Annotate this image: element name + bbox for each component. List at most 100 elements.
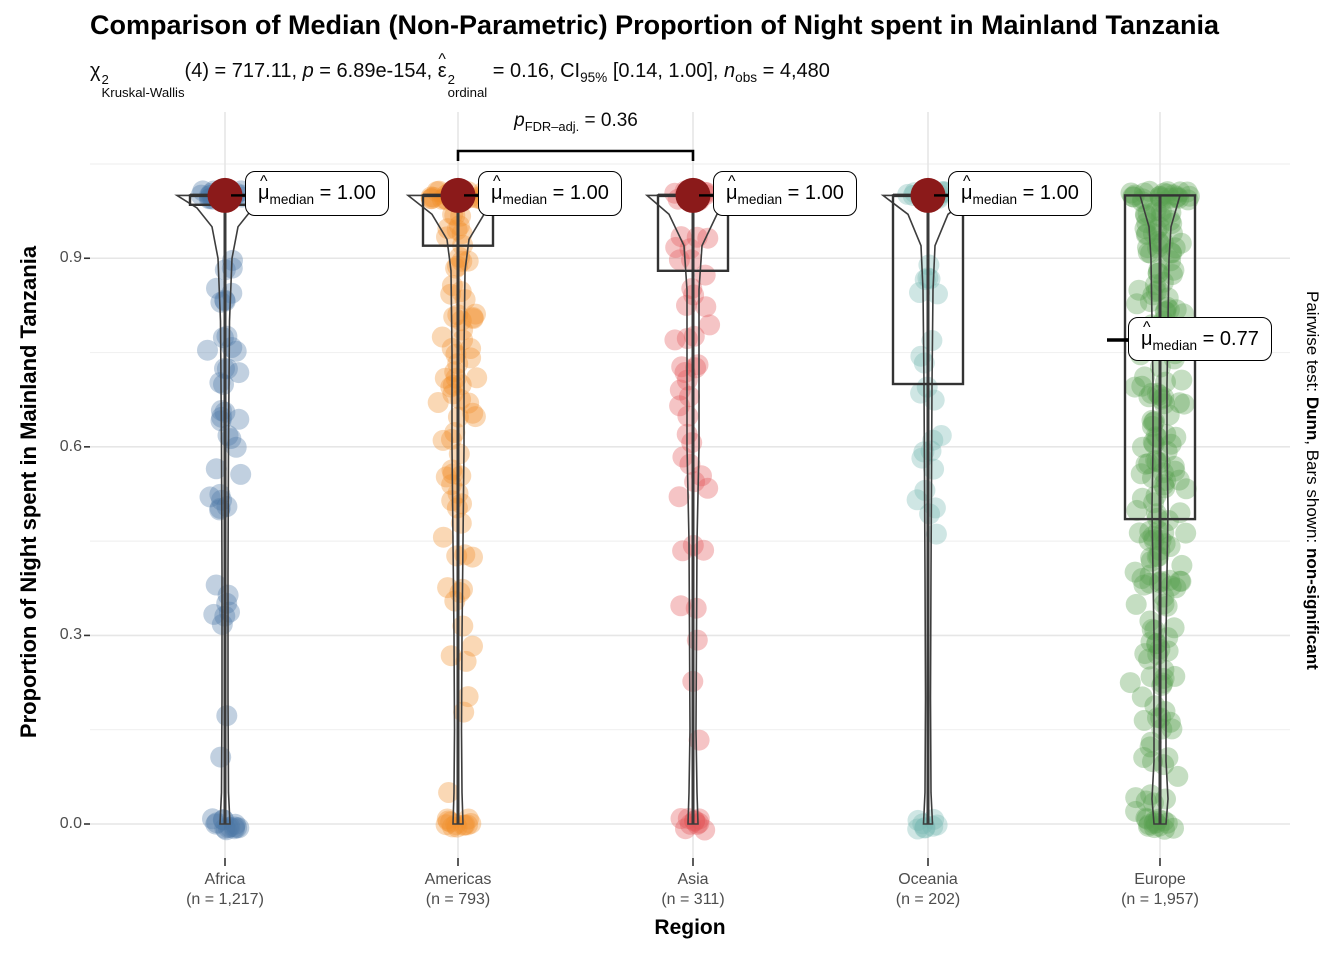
- jitter-point: [1163, 455, 1185, 477]
- jitter-point: [432, 429, 454, 451]
- jitter-point: [1147, 262, 1169, 284]
- jitter-point: [665, 236, 687, 258]
- jitter-point: [216, 325, 238, 347]
- jitter-point: [1151, 718, 1173, 740]
- jitter-point: [217, 817, 239, 839]
- jitter-point: [697, 227, 719, 249]
- jitter-point: [1140, 784, 1162, 806]
- jitter-point: [1132, 188, 1154, 210]
- jitter-point: [1158, 404, 1180, 426]
- jitter-point: [230, 463, 252, 485]
- jitter-point: [454, 544, 476, 566]
- jitter-point: [457, 250, 479, 272]
- jitter-point: [919, 268, 941, 290]
- jitter-point: [221, 282, 243, 304]
- jitter-point: [1139, 736, 1161, 758]
- jitter-point: [1159, 209, 1181, 231]
- jitter-point: [1139, 520, 1161, 542]
- jitter-point: [669, 379, 691, 401]
- jitter-point: [679, 453, 701, 475]
- jitter-point: [1138, 453, 1160, 474]
- jitter-point: [1146, 219, 1168, 241]
- jitter-point: [1164, 665, 1186, 687]
- jitter-point: [450, 374, 472, 396]
- jitter-point: [1146, 503, 1167, 525]
- jitter-point: [670, 595, 692, 617]
- median-value-label: ^ μmedian = 0.77: [1128, 316, 1272, 362]
- jitter-point: [450, 465, 472, 487]
- jitter-point: [1156, 183, 1178, 205]
- pairwise-test-caption: Pairwise test: Dunn, Bars shown: non-sig…: [1303, 290, 1322, 670]
- jitter-point: [664, 329, 686, 351]
- jitter-point: [1142, 284, 1164, 306]
- jitter-point: [445, 343, 467, 365]
- jitter-point: [1125, 593, 1147, 615]
- jitter-point: [1167, 765, 1189, 787]
- jitter-point: [455, 650, 477, 672]
- jitter-point: [445, 367, 467, 389]
- jitter-point: [1136, 223, 1158, 245]
- pairwise-pvalue-label: pFDR–adj. = 0.36: [514, 110, 638, 134]
- jitter-point: [1146, 451, 1168, 473]
- jitter-point: [462, 308, 484, 330]
- jitter-point: [1159, 187, 1181, 209]
- jitter-point: [1140, 382, 1162, 404]
- jitter-point: [450, 281, 472, 302]
- jitter-point: [1159, 569, 1181, 591]
- jitter-point: [1165, 299, 1187, 321]
- jitter-point: [1153, 586, 1175, 608]
- jitter-point: [923, 808, 945, 830]
- jitter-point: [691, 465, 712, 487]
- jitter-point: [687, 354, 709, 376]
- jitter-point: [914, 269, 936, 291]
- jitter-point: [697, 477, 719, 499]
- jitter-point: [930, 425, 952, 446]
- jitter-point: [1136, 212, 1158, 234]
- jitter-point: [1133, 747, 1155, 768]
- jitter-point: [1176, 181, 1198, 203]
- jitter-point: [1138, 530, 1160, 551]
- jitter-point: [1165, 577, 1187, 599]
- jitter-point: [1131, 487, 1153, 509]
- jitter-point: [440, 645, 462, 667]
- jitter-point: [1152, 462, 1174, 484]
- jitter-point: [1170, 232, 1192, 254]
- jitter-point: [199, 486, 221, 508]
- y-tick-label: 0.0: [59, 815, 82, 832]
- jitter-point: [1133, 709, 1155, 731]
- jitter-point: [909, 282, 930, 303]
- median-value-label: ^ μmedian = 1.00: [245, 171, 389, 216]
- jitter-point: [1134, 366, 1156, 388]
- violin-outline: [405, 194, 511, 825]
- jitter-point: [1132, 436, 1153, 458]
- jitter-point: [1175, 478, 1197, 500]
- jitter-point: [1138, 386, 1160, 408]
- jitter-point: [1124, 376, 1146, 398]
- jitter-point: [1131, 375, 1153, 397]
- jitter-point: [1152, 231, 1174, 253]
- jitter-point: [906, 489, 928, 511]
- jitter-point: [449, 582, 471, 603]
- jitter-point: [1123, 186, 1144, 208]
- jitter-point: [1166, 187, 1188, 209]
- violin-outline: [644, 194, 742, 825]
- jitter-point: [202, 808, 223, 830]
- jitter-point: [1125, 787, 1147, 809]
- jitter-point: [423, 186, 444, 208]
- jitter-point: [460, 813, 482, 834]
- jitter-point: [1137, 237, 1158, 259]
- jitter-point: [1142, 751, 1163, 773]
- jitter-point: [1146, 382, 1168, 404]
- jitter-point: [1140, 550, 1162, 572]
- jitter-point: [1134, 218, 1156, 240]
- jitter-point: [212, 327, 234, 349]
- median-point: [440, 177, 476, 213]
- jitter-point: [1119, 672, 1141, 694]
- jitter-point: [226, 817, 248, 839]
- jitter-point: [1164, 460, 1186, 482]
- jitter-point: [1168, 392, 1190, 414]
- median-value-label: ^ μmedian = 1.00: [478, 171, 622, 216]
- jitter-point: [1140, 731, 1162, 753]
- jitter-point: [457, 686, 479, 708]
- jitter-point: [203, 603, 225, 625]
